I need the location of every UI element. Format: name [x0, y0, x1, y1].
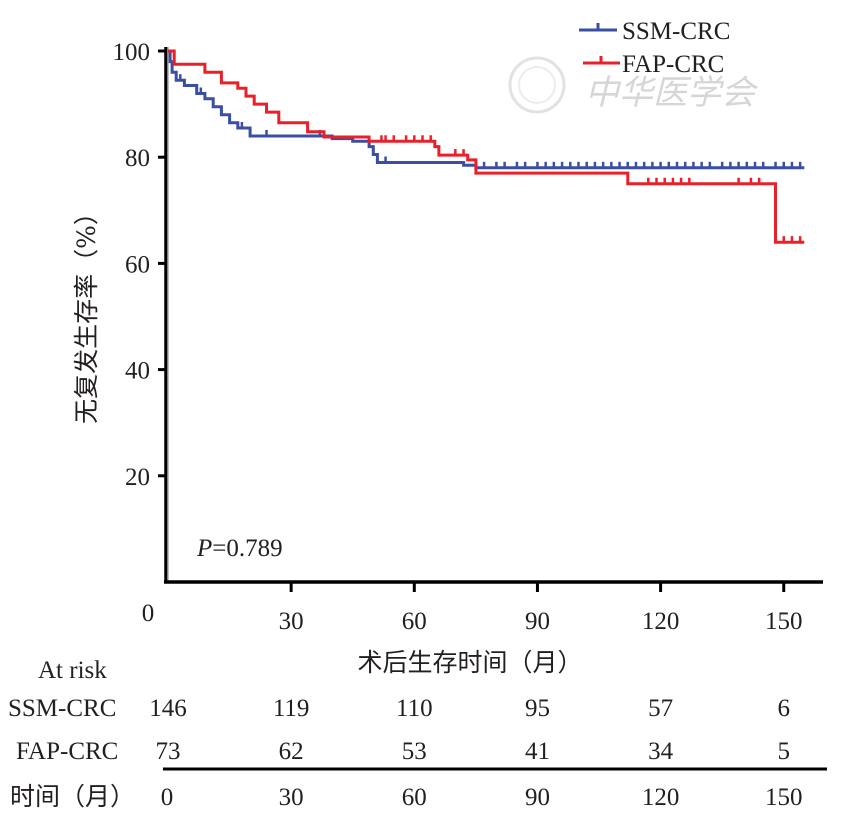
at-risk-count: 53	[402, 738, 427, 765]
at-risk-time: 30	[279, 784, 304, 811]
at-risk-count: 146	[149, 695, 187, 722]
legend-label-fap-crc: FAP-CRC	[622, 51, 724, 78]
at-risk-header: At risk	[38, 657, 107, 684]
y-axis-label: 无复发生存率（%）	[72, 200, 101, 424]
p-label: P	[196, 535, 212, 562]
at-risk-time: 150	[765, 784, 803, 811]
y-tick-label: 40	[125, 358, 150, 385]
watermark-logo-icon	[508, 56, 566, 114]
y-tick-label: 20	[125, 464, 150, 491]
p-value: =0.789	[212, 535, 282, 562]
legend-label-ssm-crc: SSM-CRC	[622, 18, 730, 45]
at-risk-time-label: 时间（月）	[10, 782, 135, 811]
x-axis-label: 术后生存时间（月）	[357, 648, 582, 677]
legend: SSM-CRC FAP-CRC	[579, 18, 730, 78]
at-risk-count: 73	[156, 738, 181, 765]
x-tick-label: 30	[279, 608, 304, 635]
x-tick-label: 150	[765, 608, 803, 635]
at-risk-count: 57	[648, 695, 673, 722]
at-risk-time: 60	[402, 784, 427, 811]
at-risk-count: 119	[273, 695, 310, 722]
y-tick-label: 100	[113, 39, 151, 66]
at-risk-count: 110	[396, 695, 433, 722]
y-tick-label: 80	[125, 145, 150, 172]
at-risk-time: 120	[642, 784, 680, 811]
at-risk-count: 62	[279, 738, 304, 765]
watermark: 中华医学会	[508, 56, 759, 114]
x-tick-label: 120	[642, 608, 680, 635]
at-risk-row-label: SSM-CRC	[8, 695, 116, 722]
survival-curves	[168, 49, 805, 244]
x-tick-label: 60	[402, 608, 427, 635]
y-tick-label: 60	[125, 251, 150, 278]
p-value-annotation: P=0.789	[196, 535, 283, 562]
x-tick-label: 90	[525, 608, 550, 635]
survival-curve-ssm-crc	[168, 49, 805, 170]
at-risk-count: 95	[525, 695, 550, 722]
at-risk-row-label: FAP-CRC	[16, 738, 118, 765]
at-risk-count: 34	[648, 738, 674, 765]
x-tick-label: 0	[142, 600, 155, 627]
y-ticks: 20 40 60 80 100	[113, 39, 166, 491]
survival-curve-fap-crc	[168, 49, 805, 244]
at-risk-count: 5	[778, 738, 791, 765]
at-risk-time: 0	[161, 784, 174, 811]
at-risk-count: 6	[778, 695, 791, 722]
x-ticks: 0 30 60 90 120 150	[142, 582, 803, 635]
at-risk-time: 90	[525, 784, 550, 811]
at-risk-count: 41	[525, 738, 550, 765]
watermark-text: 中华医学会	[585, 73, 759, 113]
at-risk-table: At risk SSM-CRC 146 119 110 95 57 6 FAP-CRC 73 62…	[8, 657, 827, 811]
legend-item-ssm-crc: SSM-CRC	[579, 18, 730, 45]
legend-item-fap-crc: FAP-CRC	[583, 51, 724, 78]
